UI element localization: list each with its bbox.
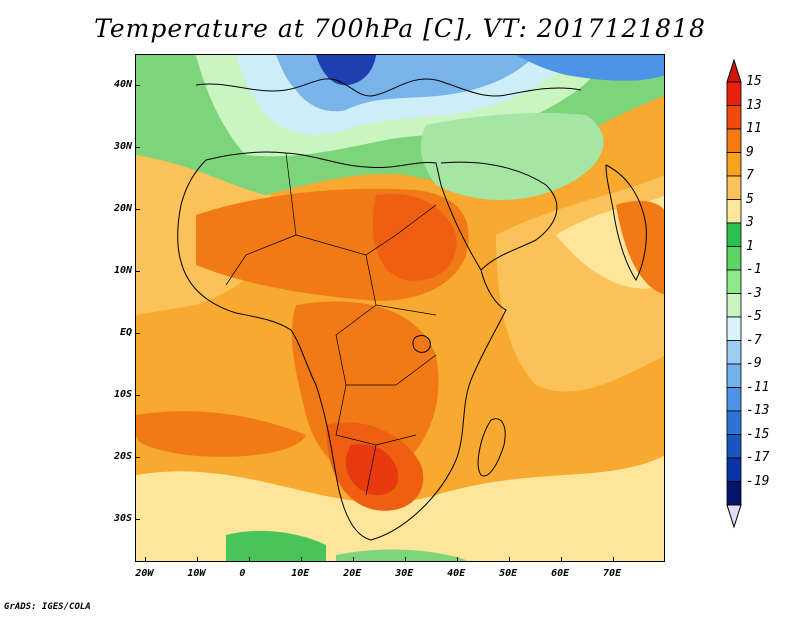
x-tick-mark — [145, 557, 147, 562]
x-tick-mark — [509, 557, 511, 562]
colorbar-label: -1 — [746, 262, 762, 277]
colorbar-segment — [726, 387, 742, 412]
colorbar-label: 5 — [746, 191, 754, 207]
colorbar-label: 9 — [746, 144, 754, 160]
x-tick-mark — [249, 557, 251, 562]
colorbar-label: -13 — [746, 403, 770, 418]
southern-green-east — [336, 549, 466, 561]
x-tick-label: 10E — [291, 568, 310, 579]
colorbar-segment — [726, 246, 742, 271]
colorbar-label: 7 — [746, 168, 754, 183]
colorbar-label: 3 — [746, 215, 754, 230]
x-tick-label: 30E — [395, 568, 414, 579]
kalahari-hottest — [345, 444, 399, 495]
colorbar-segment — [726, 269, 742, 294]
x-tick-mark — [457, 557, 459, 562]
colorbar-segment — [726, 293, 742, 318]
y-tick-label: 40N — [113, 78, 132, 90]
y-tick-label: 20N — [113, 202, 132, 214]
colorbar-segment — [726, 105, 742, 130]
colorbar-segment — [726, 457, 742, 482]
x-tick-mark — [613, 557, 615, 562]
x-tick-label: 20E — [343, 568, 362, 579]
x-tick-label: 10W — [187, 568, 206, 579]
y-tick-label: 10S — [113, 388, 132, 400]
colorbar-label: -19 — [746, 473, 770, 489]
south-atlantic-warm — [136, 411, 306, 457]
colorbar-segment — [726, 410, 742, 435]
y-tick-mark — [135, 332, 140, 334]
x-tick-label: 0 — [239, 568, 246, 579]
country-borders — [225, 152, 437, 496]
temperature-map — [135, 54, 665, 562]
y-tick-label: EQ — [119, 326, 132, 338]
colorbar-label: -17 — [746, 450, 770, 465]
arabia-green — [420, 113, 604, 200]
colorbar-segment — [726, 481, 742, 506]
x-tick-label: 60E — [551, 568, 570, 579]
x-tick-mark — [405, 557, 407, 562]
colorbar-label: 1 — [746, 238, 754, 254]
southern-green — [226, 530, 326, 561]
y-tick-mark — [135, 146, 140, 148]
y-tick-label: 30N — [113, 140, 132, 152]
colorbar-label: -11 — [746, 379, 770, 395]
colorbar-segment — [726, 363, 742, 388]
greece-deep-blue — [316, 55, 376, 86]
y-tick-label: 10N — [113, 264, 132, 276]
colorbar-segment — [726, 199, 742, 224]
colorbar-label: -3 — [746, 285, 762, 301]
grads-credit: GrADS: IGES/COLA — [4, 602, 91, 612]
arabia-outline — [440, 161, 558, 271]
x-tick-mark — [561, 557, 563, 562]
y-tick-mark — [135, 518, 140, 520]
colorbar-label: 11 — [746, 121, 762, 136]
colorbar-segment — [726, 81, 742, 106]
y-tick-mark — [135, 208, 140, 210]
sudan-hot — [372, 194, 457, 281]
colorbar-segment — [726, 128, 742, 153]
y-tick-mark — [135, 456, 140, 458]
europe-coastline — [195, 78, 582, 97]
x-tick-label: 20W — [135, 568, 154, 579]
colorbar-label: -5 — [746, 309, 762, 324]
map-title: Temperature at 700hPa [C], VT: 201712181… — [94, 14, 706, 43]
colorbar-top-arrow — [726, 58, 742, 83]
colorbar-label: -9 — [746, 356, 762, 371]
colorbar-label: 15 — [746, 74, 762, 89]
lake-victoria-outline — [412, 335, 431, 353]
colorbar-segment — [726, 175, 742, 200]
x-tick-label: 50E — [499, 568, 518, 579]
india-outline — [605, 164, 647, 281]
colorbar-label: -7 — [746, 332, 762, 348]
x-tick-label: 40E — [447, 568, 466, 579]
y-tick-mark — [135, 394, 140, 396]
colorbar-segment — [726, 434, 742, 459]
x-tick-mark — [197, 557, 199, 562]
y-tick-label: 30S — [113, 512, 132, 524]
colorbar-segment — [726, 340, 742, 365]
colorbar-segment — [726, 316, 742, 341]
colorbar-label: 13 — [746, 97, 762, 113]
x-tick-mark — [301, 557, 303, 562]
east-europe-blue — [516, 55, 664, 81]
colorbar-segment — [726, 222, 742, 247]
y-tick-mark — [135, 270, 140, 272]
colorbar-segment — [726, 152, 742, 177]
map-canvas — [136, 55, 664, 561]
africa-coastline — [177, 151, 507, 541]
madagascar-outline — [477, 418, 506, 477]
colorbar-bottom-arrow — [726, 504, 742, 529]
colorbar-label: -15 — [746, 426, 770, 442]
x-tick-mark — [353, 557, 355, 562]
y-tick-label: 20S — [113, 450, 132, 462]
india-warm — [616, 200, 664, 295]
y-tick-mark — [135, 84, 140, 86]
x-tick-label: 70E — [603, 568, 622, 579]
